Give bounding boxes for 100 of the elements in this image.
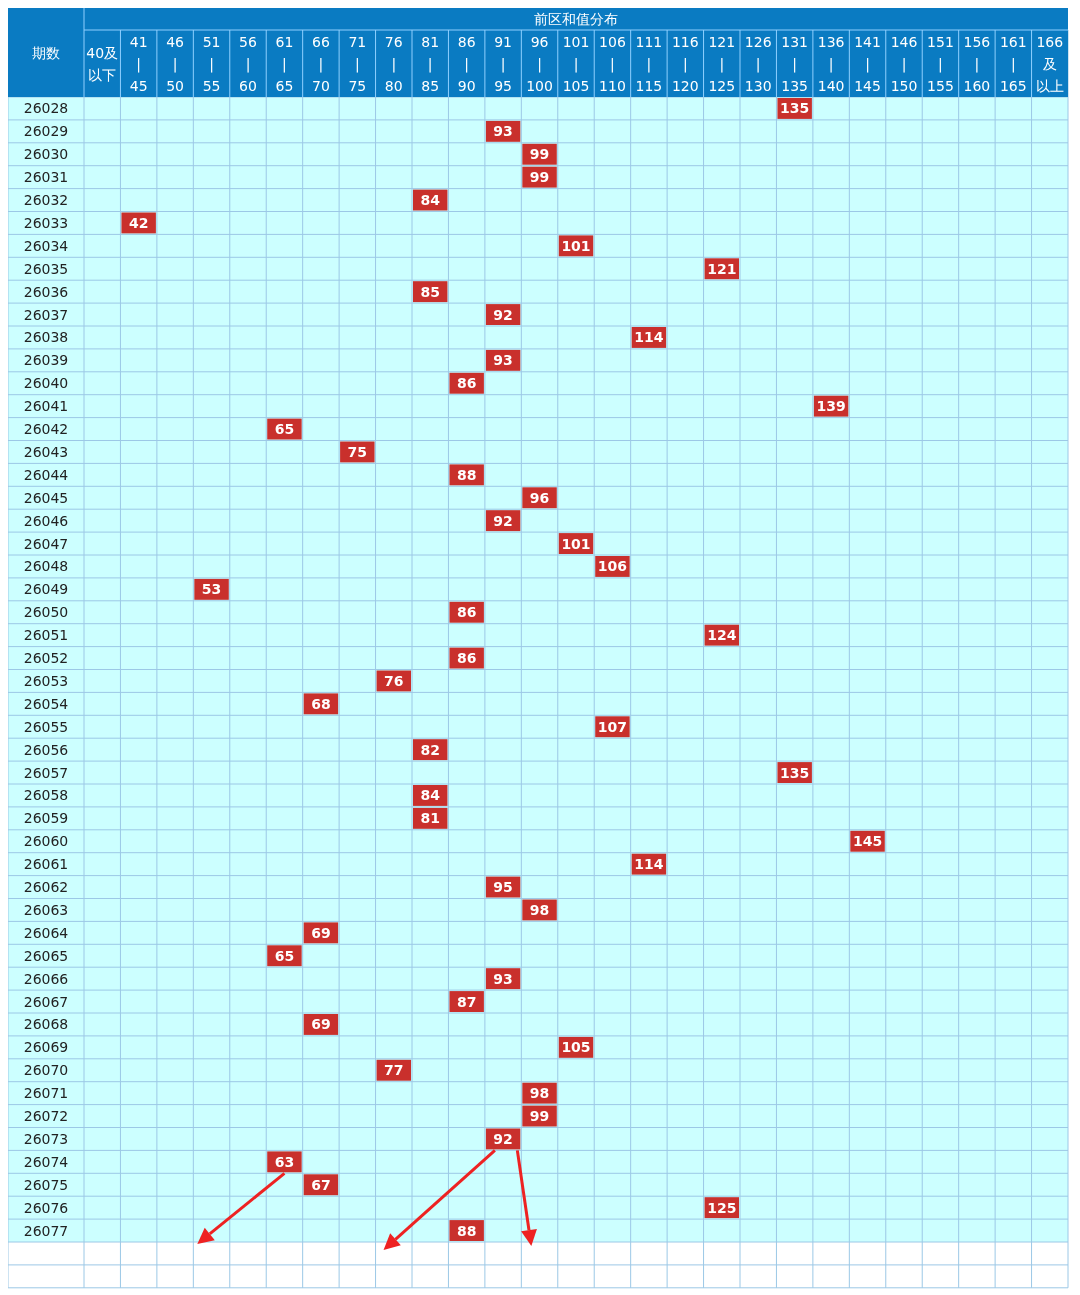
data-label: 98 — [529, 1085, 550, 1102]
x-tick-label: 91 | 95 — [494, 33, 513, 94]
y-tick-label: 26048 — [23, 558, 69, 575]
x-tick-label: 76 | 80 — [384, 33, 403, 94]
data-label: 139 — [816, 398, 846, 415]
x-tick-label: 161 | 165 — [999, 33, 1027, 94]
data-label: 84 — [420, 787, 441, 804]
x-tick-label: 116 | 120 — [671, 33, 699, 94]
y-tick-label: 26046 — [23, 512, 69, 529]
x-tick-label: 96 | 100 — [526, 33, 553, 94]
data-label: 69 — [311, 1016, 331, 1033]
data-label: 114 — [634, 856, 664, 873]
y-tick-label: 26073 — [23, 1130, 69, 1147]
y-tick-label: 26071 — [23, 1085, 69, 1102]
x-tick-label: 81 | 85 — [421, 33, 440, 94]
x-tick-label: 71 | 75 — [348, 33, 367, 94]
y-tick-label: 26066 — [23, 970, 69, 987]
y-tick-label: 26033 — [23, 214, 69, 231]
x-tick-label: 86 | 90 — [457, 33, 476, 94]
data-label: 68 — [311, 695, 331, 712]
data-label: 67 — [311, 1176, 331, 1193]
y-tick-label: 26054 — [23, 695, 69, 712]
data-label: 85 — [420, 283, 440, 300]
x-tick-label: 121 | 125 — [708, 33, 736, 94]
data-label: 93 — [493, 352, 513, 369]
data-label: 98 — [529, 901, 550, 918]
x-tick-label: 141 | 145 — [854, 33, 881, 94]
x-tick-label: 40及以下 — [86, 44, 119, 83]
y-tick-label: 26055 — [23, 718, 69, 735]
data-label: 99 — [529, 1108, 550, 1125]
y-tick-label: 26067 — [23, 993, 69, 1010]
y-tick-label: 26072 — [23, 1108, 69, 1125]
y-tick-label: 26042 — [23, 421, 69, 438]
data-label: 65 — [274, 421, 295, 438]
data-label: 93 — [493, 123, 513, 140]
data-label: 86 — [456, 604, 477, 621]
x-tick-label: 41 | 45 — [129, 33, 148, 94]
x-tick-label: 51 | 55 — [202, 33, 221, 94]
data-label: 92 — [493, 512, 513, 529]
data-label: 145 — [852, 833, 883, 850]
x-tick-label: 146 | 150 — [890, 33, 918, 94]
data-label: 53 — [201, 581, 222, 598]
y-tick-label: 26032 — [23, 192, 69, 209]
y-tick-label: 26039 — [23, 352, 69, 369]
data-label: 86 — [456, 650, 477, 667]
data-label: 101 — [561, 535, 591, 552]
y-tick-label: 26050 — [23, 604, 69, 621]
data-label: 124 — [707, 627, 737, 644]
x-tick-label: 166及以上 — [1035, 33, 1064, 94]
y-tick-label: 26061 — [23, 856, 69, 873]
y-tick-label: 26052 — [23, 650, 69, 667]
y-tick-label: 26064 — [23, 924, 69, 941]
data-label: 84 — [420, 192, 441, 209]
data-label: 92 — [493, 306, 513, 323]
data-label: 96 — [529, 489, 550, 506]
data-label: 87 — [456, 993, 477, 1010]
x-tick-label: 46 | 50 — [166, 33, 185, 94]
data-label: 135 — [780, 764, 810, 781]
y-tick-label: 26028 — [23, 100, 69, 117]
chart-title: 前区和值分布 — [534, 11, 618, 27]
y-tick-label: 26034 — [23, 237, 69, 254]
data-label: 125 — [707, 1199, 737, 1216]
data-label: 114 — [634, 329, 664, 346]
y-tick-label: 26030 — [23, 146, 69, 163]
y-tick-label: 26044 — [23, 466, 69, 483]
y-axis-title: 期数 — [32, 44, 60, 61]
x-tick-label: 56 | 60 — [239, 33, 257, 94]
y-tick-label: 26045 — [23, 489, 69, 506]
data-label: 75 — [347, 443, 368, 460]
y-tick-label: 26069 — [23, 1039, 69, 1056]
data-label: 95 — [493, 879, 513, 896]
data-label: 81 — [420, 810, 440, 827]
y-tick-label: 26041 — [23, 398, 69, 415]
y-tick-label: 26062 — [23, 879, 69, 896]
y-tick-label: 26037 — [23, 306, 69, 323]
y-tick-label: 26068 — [23, 1016, 69, 1033]
y-tick-label: 26051 — [23, 627, 69, 644]
y-tick-label: 26047 — [23, 535, 69, 552]
x-tick-label: 151 | 155 — [927, 33, 954, 94]
y-tick-label: 26038 — [23, 329, 69, 346]
y-tick-label: 26053 — [23, 672, 69, 689]
x-tick-label: 61 | 65 — [275, 33, 294, 94]
y-tick-label: 26049 — [23, 581, 69, 598]
data-label: 65 — [274, 947, 295, 964]
y-tick-label: 26040 — [23, 375, 69, 392]
x-tick-label: 66 | 70 — [311, 33, 330, 94]
data-label: 76 — [384, 672, 404, 689]
y-tick-label: 26057 — [23, 764, 69, 781]
data-label: 88 — [456, 466, 477, 483]
data-label: 92 — [493, 1130, 513, 1147]
y-tick-label: 26063 — [23, 901, 69, 918]
y-tick-label: 26076 — [23, 1199, 69, 1216]
data-label: 63 — [274, 1153, 295, 1170]
data-label: 69 — [311, 924, 331, 941]
y-tick-label: 26056 — [23, 741, 69, 758]
data-label: 82 — [420, 741, 440, 758]
y-tick-label: 26058 — [23, 787, 69, 804]
x-tick-label: 136 | 140 — [817, 33, 845, 94]
data-label: 101 — [561, 237, 591, 254]
y-tick-label: 26075 — [23, 1176, 69, 1193]
